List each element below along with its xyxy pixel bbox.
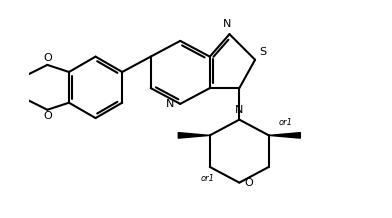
Text: N: N — [235, 105, 243, 115]
Text: N: N — [166, 99, 174, 109]
Text: O: O — [244, 178, 253, 188]
Text: N: N — [223, 19, 232, 29]
Text: O: O — [43, 111, 52, 121]
Polygon shape — [269, 133, 300, 138]
Text: O: O — [43, 53, 52, 63]
Text: S: S — [259, 47, 266, 57]
Text: or1: or1 — [279, 118, 293, 127]
Text: or1: or1 — [201, 174, 215, 183]
Polygon shape — [178, 133, 210, 138]
